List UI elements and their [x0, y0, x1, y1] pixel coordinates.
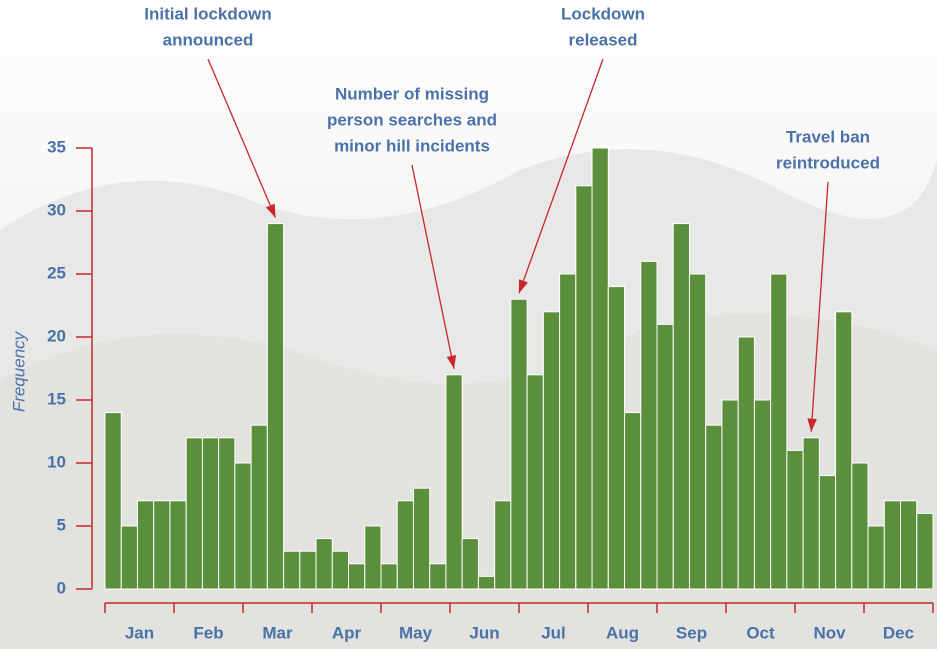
- y-axis-label: Frequency: [9, 330, 28, 412]
- x-tick-label: Oct: [746, 623, 775, 642]
- bar: [917, 513, 933, 589]
- bar: [267, 224, 283, 589]
- bar: [462, 539, 478, 589]
- bar: [251, 425, 267, 589]
- bar: [738, 337, 754, 589]
- bar: [527, 375, 543, 589]
- bar: [901, 501, 917, 589]
- annotation: Lockdown: [561, 4, 645, 23]
- x-tick-label: Jun: [469, 623, 499, 642]
- x-tick-label: Mar: [262, 623, 293, 642]
- bar: [381, 564, 397, 589]
- y-tick-label: 0: [57, 578, 66, 597]
- x-tick-label: May: [399, 623, 433, 642]
- bar: [495, 501, 511, 589]
- bar: [105, 413, 121, 589]
- y-tick-label: 35: [47, 137, 66, 156]
- bar: [316, 539, 332, 589]
- bar: [657, 324, 673, 589]
- x-tick-label: Nov: [813, 623, 846, 642]
- bar: [787, 450, 803, 589]
- bar: [349, 564, 365, 589]
- bar: [170, 501, 186, 589]
- y-tick-label: 15: [47, 389, 66, 408]
- x-tick-label: Feb: [193, 623, 223, 642]
- y-tick-label: 30: [47, 200, 66, 219]
- bar: [803, 438, 819, 589]
- bar: [478, 576, 494, 589]
- bar: [771, 274, 787, 589]
- annotation: minor hill incidents: [334, 136, 490, 155]
- bar: [365, 526, 381, 589]
- x-tick-label: Jan: [125, 623, 154, 642]
- bar: [754, 400, 770, 589]
- bar: [706, 425, 722, 589]
- y-tick-label: 5: [57, 515, 66, 534]
- bar: [300, 551, 316, 589]
- annotation: reintroduced: [776, 153, 880, 172]
- x-tick-label: Jul: [541, 623, 566, 642]
- bar: [284, 551, 300, 589]
- bar: [641, 261, 657, 589]
- bar: [332, 551, 348, 589]
- bar: [576, 186, 592, 589]
- bar: [560, 274, 576, 589]
- bar: [608, 287, 624, 589]
- chart: Frequency 0 5 10 15 20 25 30 35 Jan Feb Mar Apr May J…: [0, 0, 937, 649]
- x-tick-label: Apr: [332, 623, 362, 642]
- bar: [511, 299, 527, 589]
- bar: [625, 413, 641, 589]
- y-tick-label: 20: [47, 326, 66, 345]
- y-tick-label: 10: [47, 452, 66, 471]
- y-tick-label: 25: [47, 263, 66, 282]
- bar: [673, 224, 689, 589]
- x-tick-label: Aug: [606, 623, 639, 642]
- bar: [121, 526, 137, 589]
- annotation: Initial lockdown: [144, 4, 272, 23]
- bar: [235, 463, 251, 589]
- bar: [852, 463, 868, 589]
- bar: [884, 501, 900, 589]
- bar: [397, 501, 413, 589]
- annotation: Number of missing: [335, 84, 489, 103]
- bar: [154, 501, 170, 589]
- bar: [446, 375, 462, 589]
- x-tick-label: Dec: [883, 623, 914, 642]
- bar: [592, 148, 608, 589]
- bar: [868, 526, 884, 589]
- bar: [689, 274, 705, 589]
- bar: [186, 438, 202, 589]
- bar: [413, 488, 429, 589]
- bar: [430, 564, 446, 589]
- bar: [836, 312, 852, 589]
- x-tick-label: Sep: [676, 623, 707, 642]
- annotation: released: [569, 30, 638, 49]
- bar: [137, 501, 153, 589]
- annotation: announced: [163, 30, 254, 49]
- bar: [722, 400, 738, 589]
- bar: [219, 438, 235, 589]
- annotation: person searches and: [327, 110, 497, 129]
- bar: [202, 438, 218, 589]
- annotation: Travel ban: [786, 127, 870, 146]
- bar: [543, 312, 559, 589]
- bar: [819, 476, 835, 589]
